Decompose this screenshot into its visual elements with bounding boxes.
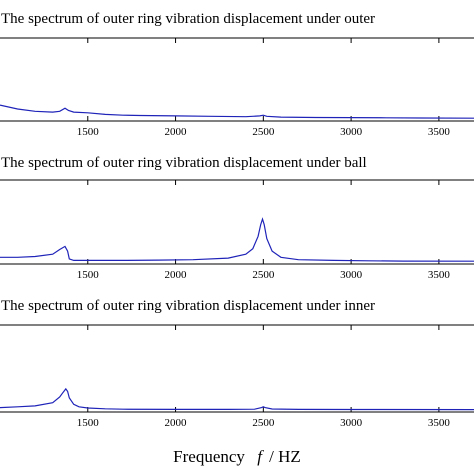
- panel-3-tick-label-2500: 2500: [252, 417, 275, 429]
- panel-2: The spectrum of outer ring vibration dis…: [0, 155, 474, 281]
- panel-1-series-line: [0, 104, 474, 119]
- x-axis-label-variable: f: [257, 447, 264, 466]
- panel-1-title: The spectrum of outer ring vibration dis…: [1, 11, 375, 27]
- panel-2-tick-label-2000: 2000: [165, 269, 188, 281]
- x-axis-label-main: Frequency: [173, 447, 245, 466]
- panel-3-title: The spectrum of outer ring vibration dis…: [1, 298, 375, 314]
- panel-2-tick-label-1500: 1500: [77, 269, 100, 281]
- x-axis-label-unit: / HZ: [269, 447, 301, 466]
- x-axis-label: Frequency f / HZ: [173, 447, 301, 466]
- panel-2-frame: [0, 179, 474, 265]
- panel-3-tick-label-3000: 3000: [340, 417, 363, 429]
- panel-2-tick-label-2500: 2500: [252, 269, 275, 281]
- panel-3: The spectrum of outer ring vibration dis…: [0, 298, 474, 429]
- panel-2-series-line: [0, 217, 474, 262]
- panel-3-tick-label-3500: 3500: [428, 417, 451, 429]
- panel-3-tick-label-2000: 2000: [165, 417, 188, 429]
- panel-3-frame: [0, 324, 474, 413]
- panel-1-tick-label-2000: 2000: [165, 126, 188, 138]
- panel-2-tick-label-3000: 3000: [340, 269, 363, 281]
- panel-3-tick-label-1500: 1500: [77, 417, 100, 429]
- panel-2-tick-label-3500: 3500: [428, 269, 451, 281]
- panel-1-tick-label-1500: 1500: [77, 126, 100, 138]
- panel-2-title: The spectrum of outer ring vibration dis…: [1, 155, 367, 171]
- panel-1: The spectrum of outer ring vibration dis…: [0, 11, 474, 138]
- panel-3-series-line: [0, 387, 474, 411]
- panel-1-frame: [0, 37, 474, 122]
- panel-1-tick-label-3000: 3000: [340, 126, 363, 138]
- panel-1-tick-label-3500: 3500: [428, 126, 451, 138]
- panel-1-tick-label-2500: 2500: [252, 126, 275, 138]
